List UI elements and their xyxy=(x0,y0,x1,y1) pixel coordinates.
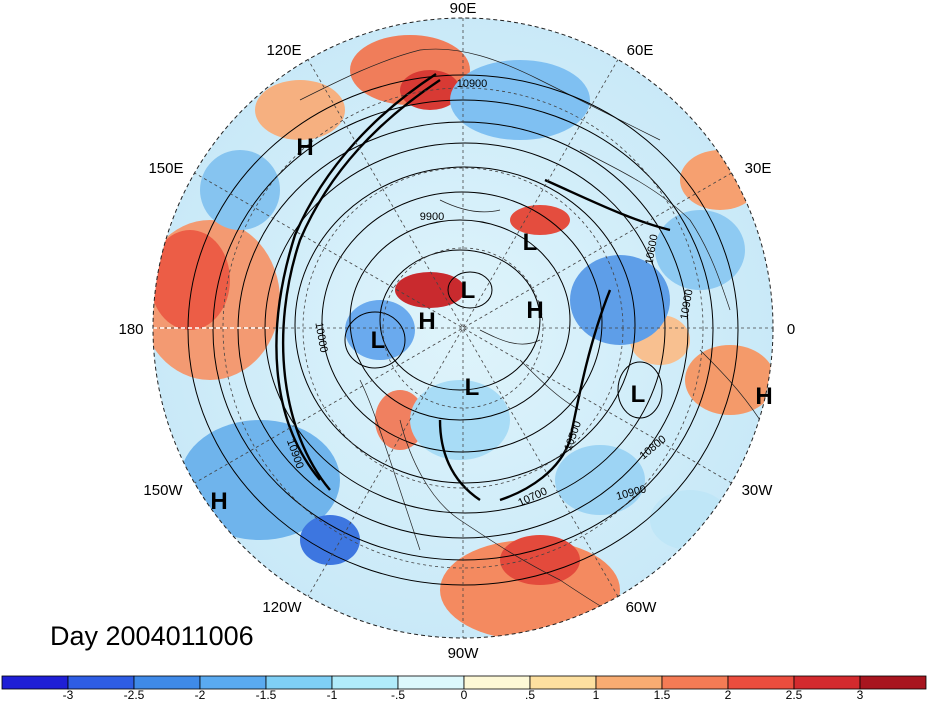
colorbar-tick-label: 2.5 xyxy=(786,688,803,702)
colorbar-tick-label: -2 xyxy=(195,688,206,702)
lon-label-60w: 60W xyxy=(626,599,658,616)
contour-label: 10900 xyxy=(457,78,488,90)
graticule xyxy=(153,18,773,638)
high-center: H xyxy=(210,488,227,515)
lon-label-120e: 120E xyxy=(266,42,301,59)
colorbar-swatch xyxy=(727,675,795,690)
colorbar-tick-label: 2 xyxy=(725,688,732,702)
lon-label-90w: 90W xyxy=(448,645,480,662)
colorbar-tick-label: .5 xyxy=(525,688,535,702)
colorbar-tick-label: 1.5 xyxy=(654,688,671,702)
low-center: L xyxy=(631,381,646,408)
anomaly-field xyxy=(153,18,773,638)
colorbar-swatch xyxy=(397,675,465,690)
contour-label: 10000 xyxy=(312,321,329,353)
colorbar-swatch xyxy=(661,675,729,690)
jet-contours xyxy=(275,72,671,502)
colorbar-tick-label: -2.5 xyxy=(124,688,145,702)
colorbar-tick-label: -.5 xyxy=(391,688,405,702)
contour-label: 10900 xyxy=(678,288,695,320)
map-boundary xyxy=(152,17,774,639)
colorbar-swatch xyxy=(463,675,531,690)
lon-label-120w: 120W xyxy=(262,599,302,616)
low-center: L xyxy=(371,327,386,354)
colorbar-swatch xyxy=(331,675,399,690)
lon-label-60e: 60E xyxy=(627,42,654,59)
lon-label-0: 0 xyxy=(787,321,795,338)
colorbar-swatch xyxy=(793,675,861,690)
colorbar-tick-label: 0 xyxy=(461,688,468,702)
pressure-centers: H H H H H L L L L L xyxy=(210,134,772,515)
low-center: L xyxy=(461,277,476,304)
longitude-labels: 90E 60E 30E 0 30W 60W 90W 120W 150W 180 … xyxy=(118,0,795,662)
high-center: H xyxy=(755,383,772,410)
contour-label: 10600 xyxy=(643,233,660,265)
figure-title: Day 2004011006 xyxy=(50,621,254,651)
colorbar-tick-label: 1 xyxy=(593,688,600,702)
colorbar-swatch xyxy=(595,675,663,690)
colorbar-swatch xyxy=(859,675,927,690)
lon-label-150e: 150E xyxy=(148,160,183,177)
contour-label: 9900 xyxy=(420,211,444,223)
colorbar-swatch xyxy=(529,675,597,690)
colorbar-tick-label: -3 xyxy=(63,688,74,702)
lon-label-30w: 30W xyxy=(742,482,774,499)
lon-label-90e: 90E xyxy=(450,0,477,17)
low-center: L xyxy=(523,229,538,256)
lon-label-180: 180 xyxy=(118,321,143,338)
high-center: H xyxy=(296,134,313,161)
colorbar-swatch xyxy=(1,675,69,690)
colorbar: -3 -2.5 -2 -1.5 -1 -.5 0 .5 1 1.5 2 2.5 3 xyxy=(1,675,927,702)
lon-label-150w: 150W xyxy=(143,482,183,499)
colorbar-tick-label: -1.5 xyxy=(256,688,277,702)
high-center: H xyxy=(418,308,435,335)
lon-label-30e: 30E xyxy=(745,160,772,177)
high-center: H xyxy=(526,297,543,324)
colorbar-tick-label: -1 xyxy=(327,688,338,702)
low-center: L xyxy=(465,374,480,401)
colorbar-tick-label: 3 xyxy=(857,688,864,702)
